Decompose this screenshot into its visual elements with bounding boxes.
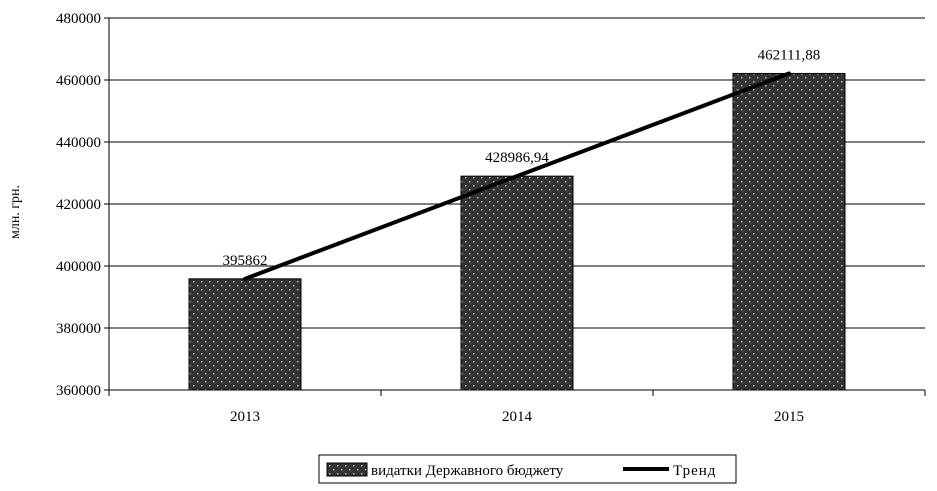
y-tick-labels: 360000 380000 400000 420000 440000 460000 4800… (56, 11, 101, 399)
legend-swatch-expenditures (326, 462, 368, 477)
y-tick-label: 480000 (56, 11, 101, 27)
y-tick-label: 400000 (56, 259, 101, 275)
y-tick-label: 440000 (56, 135, 101, 151)
legend-label-expenditures: видатки Державного бюджету (371, 463, 564, 479)
legend-label-trend: Тренд (673, 463, 716, 479)
data-labels: 395862 428986,94 462111,88 (223, 47, 821, 268)
y-tick-label: 460000 (56, 73, 101, 89)
data-label-2013: 395862 (223, 253, 268, 269)
bar-2015 (732, 72, 846, 391)
trend-line (243, 71, 791, 281)
y-tick-label: 380000 (56, 321, 101, 337)
y-tick-label: 360000 (56, 383, 101, 399)
data-label-2015: 462111,88 (758, 47, 821, 63)
x-tick-label-2015: 2015 (774, 409, 804, 425)
bars (188, 72, 846, 391)
bar-2014 (460, 175, 574, 391)
trend-line-layer (243, 71, 791, 281)
y-tick-label: 420000 (56, 197, 101, 213)
x-tick-labels: 2013 2014 2015 (230, 409, 804, 425)
x-tick-label-2014: 2014 (502, 409, 533, 425)
data-label-2014: 428986,94 (485, 150, 549, 166)
y-axis-label: млн. грн. (8, 185, 23, 239)
x-tick-label-2013: 2013 (230, 409, 260, 425)
legend: видатки Державного бюджету Тренд (318, 454, 737, 484)
bar-2013 (188, 278, 302, 391)
